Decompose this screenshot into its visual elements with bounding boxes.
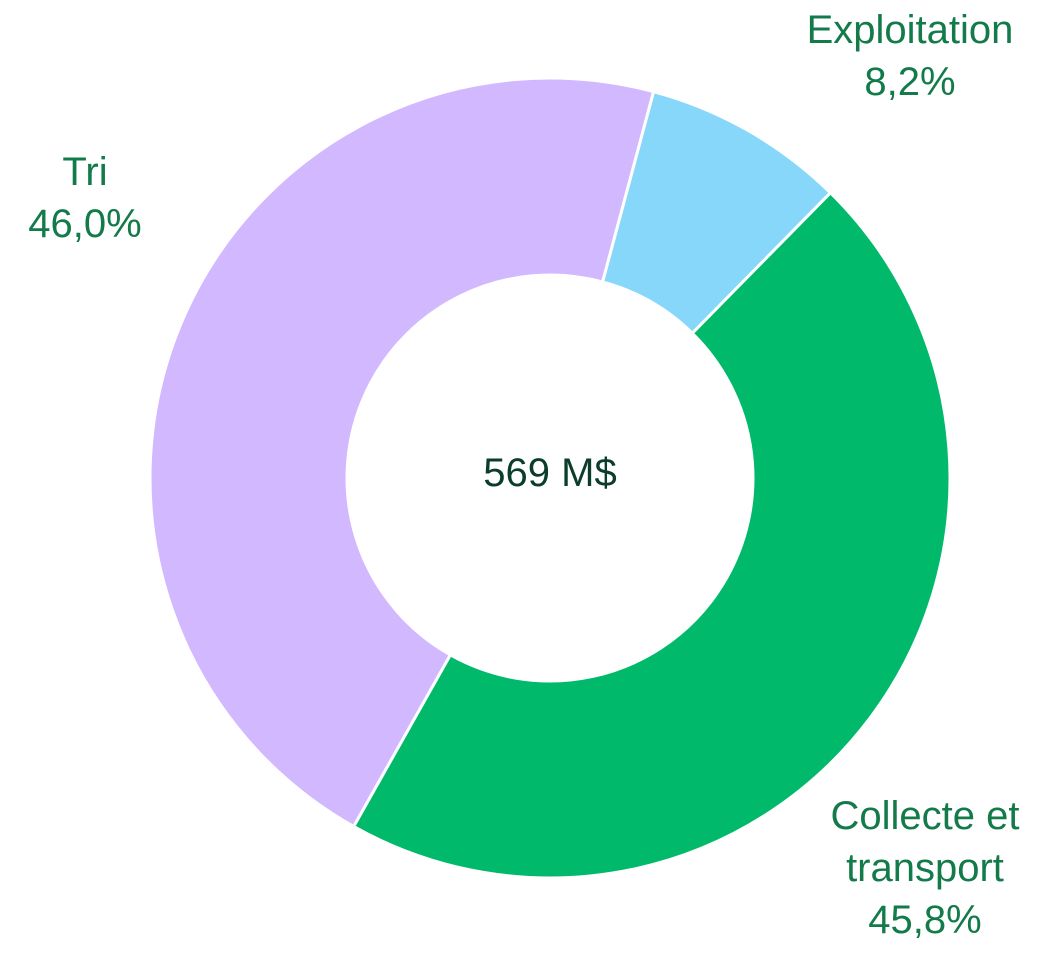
slice [148,76,656,829]
category-label: Tri [62,150,108,194]
center-label: 569 M$ [483,451,617,495]
category-label: Exploitation [806,8,1014,52]
value-label: 46,0% [28,202,142,246]
slice-label: Collecte et transport 45,8% [790,790,1054,946]
slice-label: Tri 46,0% [0,146,170,250]
value-label: 8,2% [864,60,956,104]
slice [351,190,952,880]
category-label: Collecte et transport [830,794,1020,890]
value-label: 45,8% [868,898,982,942]
slice-label: Exploitation 8,2% [780,4,1040,108]
